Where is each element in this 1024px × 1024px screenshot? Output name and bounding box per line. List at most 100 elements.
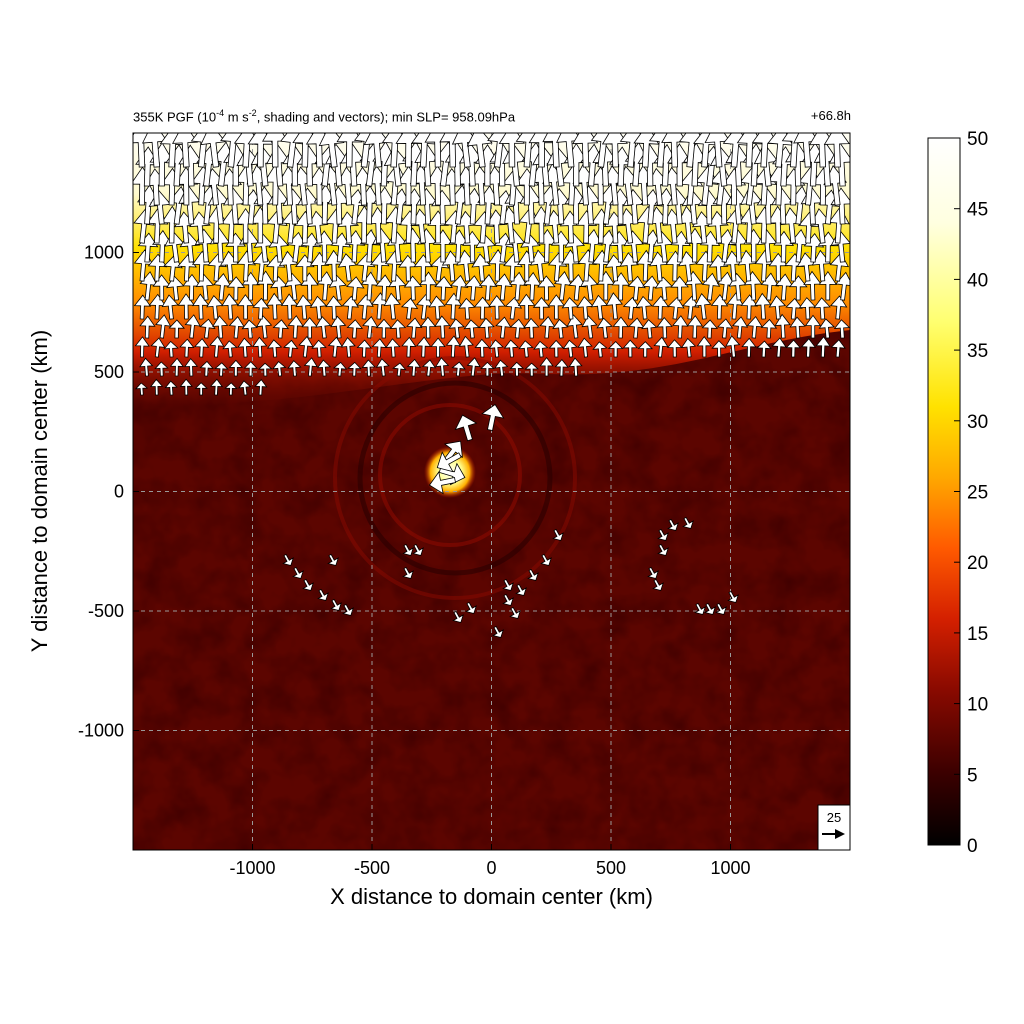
pgf-vector-arrow (406, 317, 423, 339)
pgf-vector-arrow (494, 359, 509, 377)
pgf-vector-arrow (434, 315, 451, 339)
pgf-vector-arrow (400, 297, 419, 320)
pgf-vector-arrow (576, 296, 594, 320)
pgf-vector-arrow (150, 337, 166, 358)
pgf-vector-arrow (562, 339, 578, 358)
pgf-vector-arrow (532, 296, 551, 320)
pgf-vector-arrow (458, 297, 476, 320)
pgf-vector-arrow (605, 292, 623, 320)
pgf-vector-arrow (473, 296, 492, 320)
colorbar-tick-label: 50 (967, 129, 988, 150)
pgf-vector-arrow (667, 296, 685, 320)
pgf-vector-arrow (454, 414, 478, 442)
pgf-vector-arrow (463, 319, 480, 339)
pgf-vector-arrow (466, 133, 493, 168)
pgf-vector-arrow (596, 317, 613, 339)
pgf-vector-arrow (552, 318, 569, 339)
pgf-vector-arrow (647, 566, 659, 579)
pgf-vector-arrow (556, 133, 583, 168)
pgf-vector-arrow (488, 295, 506, 320)
pgf-vector-arrow (183, 357, 199, 377)
pgf-vector-arrow (347, 361, 362, 377)
pgf-vector-arrow (134, 382, 149, 396)
pgf-vector-arrow (375, 358, 390, 377)
pgf-vector-arrow (163, 340, 179, 358)
pgf-vector-arrow (785, 339, 802, 358)
pgf-vector-arrow (746, 315, 763, 339)
pgf-vector-arrow (406, 358, 422, 377)
pgf-vector-arrow (451, 361, 466, 377)
pgf-vector-arrow (458, 335, 474, 358)
pgf-vector-arrow (711, 340, 727, 358)
pgf-vector-arrow (214, 362, 229, 377)
pgf-vector-arrow (502, 593, 514, 606)
pgf-vector-arrow (635, 295, 653, 320)
y-tick-label: -1000 (78, 721, 124, 741)
pgf-vector-arrow (682, 516, 694, 529)
pgf-vector-arrow (392, 362, 407, 377)
colorbar: 0 5 10 15 20 25 30 35 40 45 50 (927, 129, 988, 857)
pgf-vector-arrow (657, 543, 669, 556)
pgf-vector-arrow (332, 361, 348, 377)
pgf-vector-arrow (833, 319, 850, 339)
pgf-vector-arrow (715, 602, 727, 615)
pgf-vector-arrow (725, 335, 741, 358)
pgf-vector-arrow (184, 314, 201, 339)
pgf-vector-arrow (141, 133, 168, 168)
y-tick-label: 0 (114, 482, 124, 502)
pgf-vector-arrow (226, 276, 246, 301)
shading (133, 133, 850, 850)
pgf-vector-arrow (375, 318, 393, 339)
colorbar-tick-label: 5 (967, 765, 978, 786)
pgf-vector-arrow (667, 518, 679, 531)
pgf-vector-arrow (164, 380, 178, 396)
pgf-vector-arrow (774, 313, 791, 339)
pgf-vector-arrow (419, 316, 437, 339)
pgf-vector-arrow (539, 356, 554, 377)
pgf-vector-arrow (283, 339, 299, 358)
reference-vector-label: 25 (827, 810, 841, 825)
pgf-vector-arrow (428, 295, 446, 320)
pgf-vector-arrow (385, 338, 401, 358)
pgf-vector-arrow (540, 553, 552, 566)
pgf-vector-arrow (356, 339, 372, 358)
pgf-vector-arrow (434, 275, 453, 301)
pgf-vector-arrow (327, 336, 344, 358)
pgf-vector-arrow (492, 625, 504, 638)
pgf-vector-arrow (228, 316, 245, 339)
pgf-vector-arrow (652, 578, 664, 591)
pgf-vector-arrow (295, 294, 313, 320)
pgf-vector-arrow (592, 141, 618, 187)
pgf-vector-arrow (731, 316, 749, 339)
pgf-vector-arrow (287, 360, 302, 377)
pgf-vector-arrow (272, 319, 290, 339)
pgf-vector-arrow (572, 133, 599, 168)
pgf-vector-arrow (727, 590, 739, 603)
pgf-vector-arrow (561, 297, 580, 320)
pgf-vector-arrow (139, 357, 154, 377)
colorbar-tick-label: 10 (967, 695, 988, 716)
y-tick-label: 1000 (84, 243, 124, 263)
pgf-vector-arrow (224, 382, 238, 396)
pgf-vector-arrow (789, 316, 806, 339)
pgf-vector-arrow (517, 293, 536, 320)
pgf-vector-arrow (430, 337, 446, 358)
pgf-vector-arrow (389, 319, 407, 339)
pgf-vector-arrow (298, 335, 314, 358)
pgf-vector-arrow (518, 340, 534, 358)
colorbar-tick-label: 20 (967, 553, 988, 574)
pgf-vector-arrow (465, 601, 477, 614)
colorbar-tick-label: 40 (967, 270, 988, 291)
pgf-vector-arrow (309, 295, 328, 320)
pgf-vector-arrow (212, 315, 229, 339)
pgf-vector-arrow (330, 315, 347, 339)
pgf-vector-arrow (243, 361, 258, 377)
pgf-vector-arrow (346, 276, 365, 301)
pgf-vector-arrow (262, 133, 288, 168)
pgf-vector-arrow (166, 275, 185, 301)
pgf-vector-arrow (416, 336, 432, 358)
pgf-vector-arrow (436, 451, 462, 473)
pgf-vector-arrow (325, 295, 343, 320)
pgf-vector-arrow (741, 337, 757, 358)
pgf-vector-arrow (657, 528, 669, 541)
